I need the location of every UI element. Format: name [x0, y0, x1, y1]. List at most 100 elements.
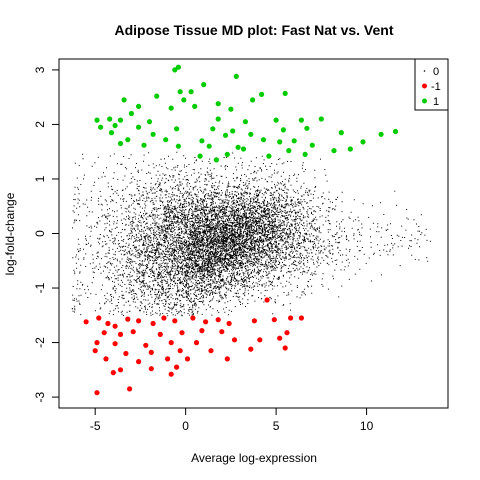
down-regulated-point	[123, 350, 129, 357]
up-regulated-point	[154, 93, 160, 99]
y-tick-label: 0	[33, 230, 47, 237]
up-regulated-point	[213, 157, 219, 163]
up-regulated-point	[233, 73, 239, 79]
up-regulated-point	[192, 103, 198, 109]
up-regulated-point	[222, 132, 229, 138]
down-regulated-points	[83, 297, 304, 396]
down-regulated-point	[179, 330, 185, 336]
up-regulated-point	[286, 148, 292, 154]
up-regulated-point	[277, 139, 283, 145]
up-regulated-point	[298, 117, 304, 123]
down-regulated-point	[248, 346, 254, 352]
down-regulated-point	[203, 319, 209, 325]
up-regulated-point	[259, 91, 265, 97]
down-regulated-point	[136, 318, 142, 324]
up-regulated-point	[175, 64, 181, 70]
up-regulated-point	[291, 138, 297, 144]
x-tick-label: -5	[90, 419, 101, 433]
down-regulated-point	[208, 348, 214, 354]
up-regulated-point	[235, 144, 241, 150]
down-regulated-point	[105, 320, 111, 327]
up-regulated-point	[224, 151, 230, 157]
down-regulated-point	[112, 323, 118, 329]
down-regulated-point	[168, 371, 174, 377]
down-regulated-point	[271, 317, 277, 323]
legend-label-1: 1	[433, 96, 439, 108]
down-regulated-point	[282, 345, 288, 351]
down-regulated-point	[161, 315, 167, 321]
down-regulated-point	[224, 356, 230, 362]
down-regulated-point	[130, 329, 136, 335]
up-regulated-point	[94, 117, 100, 123]
up-regulated-point	[206, 143, 212, 149]
down-regulated-point	[112, 341, 118, 347]
legend-label-minus1: -1	[431, 81, 441, 93]
up-regulated-point	[188, 89, 194, 95]
down-regulated-point	[174, 364, 180, 370]
up-regulated-point	[107, 116, 113, 122]
up-regulated-point	[228, 106, 234, 112]
up-regulated-point	[201, 82, 207, 88]
up-regulated-point	[260, 137, 267, 143]
up-regulated-point	[248, 131, 254, 137]
up-regulated-point	[378, 131, 384, 137]
up-regulated-point	[392, 128, 399, 135]
up-regulated-point	[136, 103, 142, 109]
up-regulated-point	[318, 116, 324, 122]
up-regulated-point	[168, 105, 174, 111]
down-regulated-point	[199, 328, 205, 334]
down-regulated-point	[251, 318, 257, 324]
up-regulated-point	[117, 117, 124, 123]
chart-title: Adipose Tissue MD plot: Fast Nat vs. Ven…	[114, 22, 393, 38]
x-tick-label: 10	[360, 419, 374, 433]
legend-box	[414, 58, 449, 111]
legend-label-0: 0	[433, 66, 439, 78]
up-regulated-point	[266, 153, 272, 159]
x-axis: -5 0 5 10	[90, 407, 374, 433]
down-regulated-point	[157, 331, 163, 337]
down-regulated-point	[136, 359, 142, 365]
down-regulated-point	[231, 337, 238, 343]
up-regulated-point	[210, 126, 216, 132]
non-significant-points	[71, 151, 431, 317]
up-regulated-point	[199, 138, 205, 144]
up-regulated-point	[338, 130, 344, 136]
y-tick-label: -2	[33, 337, 47, 348]
x-tick-label: 0	[182, 419, 189, 433]
down-regulated-point	[298, 315, 304, 321]
up-regulated-point	[146, 119, 153, 125]
down-regulated-point	[264, 297, 270, 303]
up-regulated-point	[304, 125, 310, 131]
up-regulated-point	[197, 153, 203, 159]
down-regulated-point	[143, 342, 149, 348]
x-tick-label: 5	[273, 419, 280, 433]
down-regulated-point	[127, 386, 133, 392]
up-regulated-point	[280, 127, 286, 133]
legend: 0 -1 1	[414, 58, 449, 111]
up-regulated-point	[121, 97, 127, 103]
up-regulated-point	[141, 142, 147, 148]
down-regulated-point	[92, 348, 98, 354]
up-regulated-point	[163, 137, 169, 143]
y-tick-label: 2	[33, 121, 47, 128]
legend-marker-0	[423, 70, 426, 72]
up-regulated-point	[174, 126, 180, 132]
up-regulated-point	[136, 124, 142, 130]
down-regulated-point	[117, 331, 124, 337]
up-regulated-point	[302, 151, 308, 157]
y-tick-label: 1	[33, 175, 47, 182]
down-regulated-point	[257, 337, 263, 343]
y-tick-label: -1	[33, 282, 47, 293]
down-regulated-point	[165, 356, 171, 362]
down-regulated-point	[94, 390, 100, 396]
down-regulated-point	[277, 335, 283, 341]
down-regulated-point	[190, 315, 196, 321]
up-regulated-point	[250, 97, 256, 103]
up-regulated-point	[150, 131, 156, 137]
up-regulated-point	[117, 140, 124, 147]
up-regulated-point	[108, 130, 115, 136]
up-regulated-point	[125, 137, 131, 143]
up-regulated-points	[94, 64, 399, 163]
up-regulated-point	[215, 101, 221, 107]
